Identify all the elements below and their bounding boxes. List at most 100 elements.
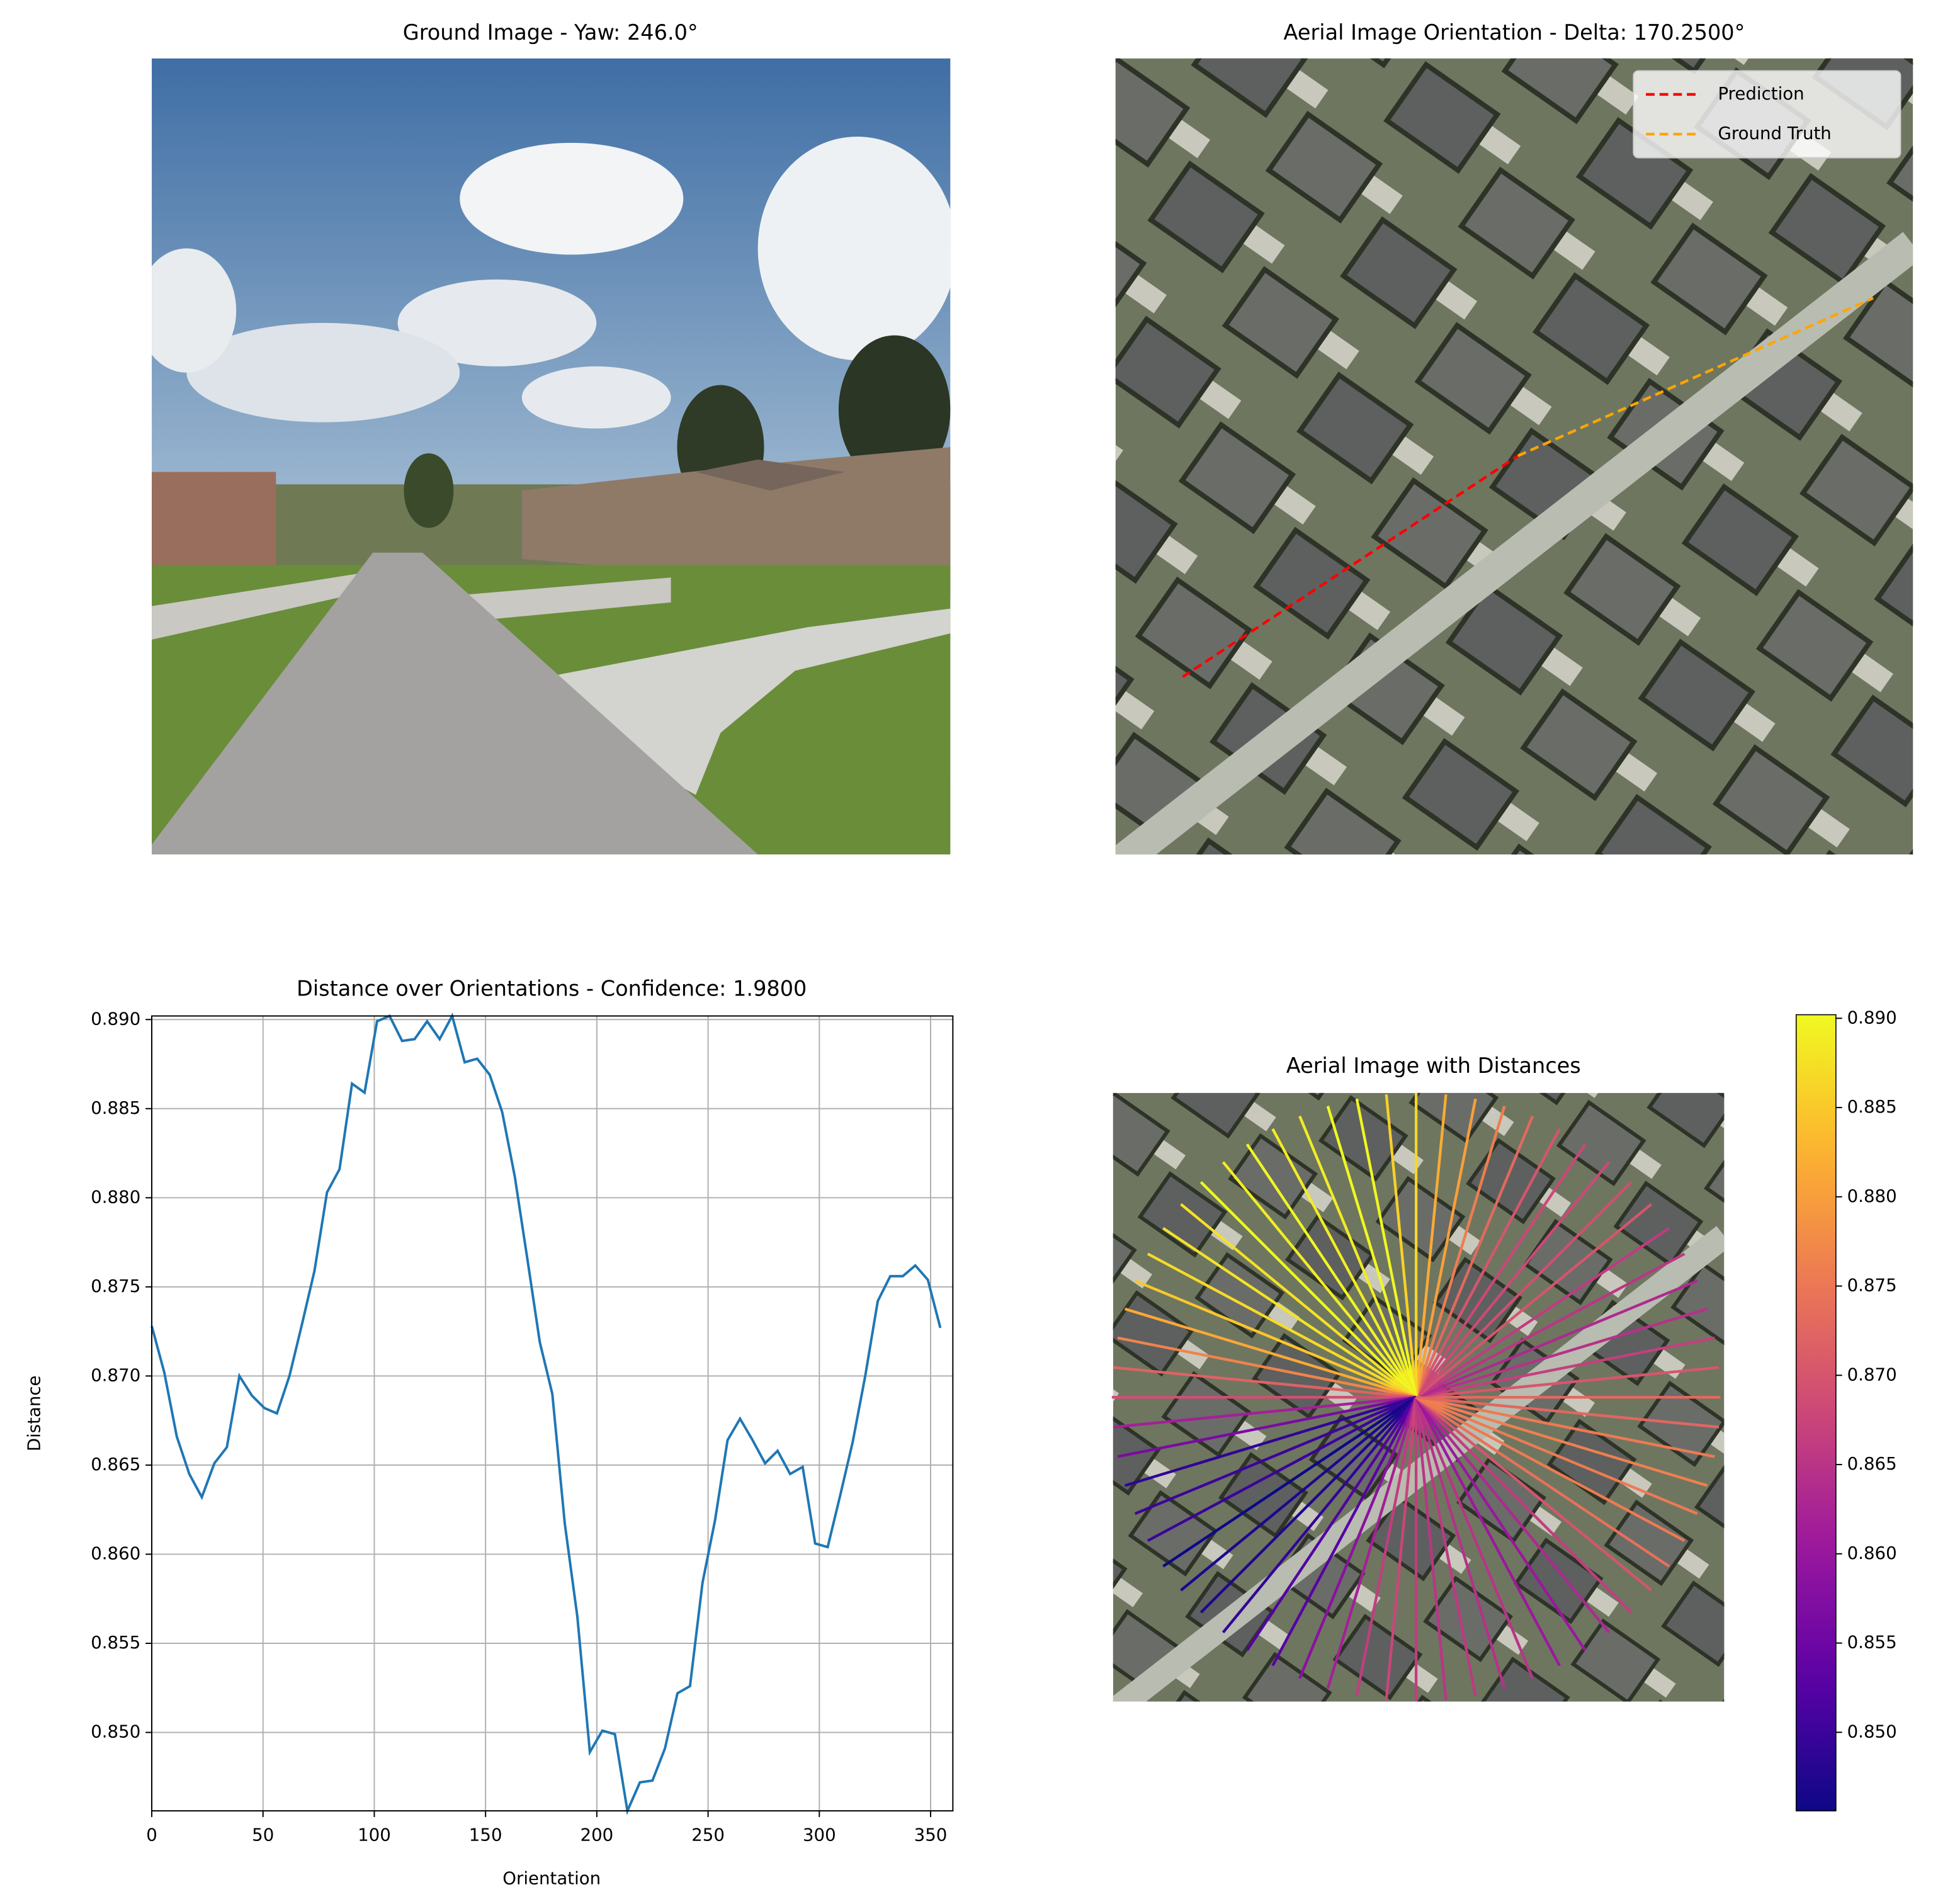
house [1115, 315, 1221, 429]
house [1178, 421, 1296, 535]
driveway [1392, 436, 1434, 475]
distance-ray [1415, 1203, 1653, 1398]
driveway [1243, 225, 1285, 264]
distance-ray [1415, 1227, 1670, 1398]
legend-label: Ground Truth [1718, 123, 1831, 144]
house [1755, 589, 1874, 702]
house [1115, 58, 1191, 168]
distance-ray [1117, 1396, 1417, 1458]
distance-ray [1221, 1396, 1417, 1634]
driveway [1291, 1502, 1324, 1531]
driveway [1115, 691, 1155, 730]
x-tick-label: 150 [469, 1825, 502, 1845]
distance-ray [1415, 1143, 1587, 1398]
orientation-line [1182, 455, 1519, 678]
driveway [1659, 598, 1701, 637]
distance-ray [1271, 1128, 1418, 1398]
house [1874, 539, 1913, 652]
driveway [1231, 641, 1272, 680]
house [1253, 526, 1371, 640]
y-tick-label: 0.860 [91, 1543, 140, 1563]
colorbar-tick-label: 0.865 [1847, 1453, 1897, 1474]
driveway [1244, 1102, 1276, 1131]
house [1886, 123, 1913, 236]
x-tick-label: 350 [914, 1825, 948, 1845]
distance-ray [1355, 1098, 1418, 1398]
distance-ray [1415, 1279, 1698, 1399]
distance-ray [1415, 1397, 1561, 1667]
distance-ray [1415, 1307, 1708, 1399]
distance-ray [1415, 1115, 1534, 1398]
distance-ray [1162, 1227, 1417, 1398]
driveway [1587, 1587, 1619, 1617]
distance-ray [1415, 1396, 1670, 1568]
driveway [1235, 1420, 1267, 1451]
colorbar-tick-label: 0.860 [1847, 1543, 1897, 1563]
house [1830, 694, 1913, 808]
house [1113, 1409, 1161, 1496]
distance-ray [1415, 1366, 1720, 1399]
y-tick-label: 0.880 [91, 1186, 140, 1207]
driveway [1895, 498, 1913, 537]
distance-ray [1415, 1396, 1587, 1652]
y-tick-label: 0.870 [91, 1364, 140, 1385]
orientation-line [1517, 297, 1874, 457]
driveway [1482, 1106, 1514, 1136]
distance-ray [1147, 1252, 1417, 1399]
house [1594, 793, 1712, 855]
distance-ray [1415, 1396, 1698, 1516]
colorbar-tick-label: 0.870 [1847, 1364, 1897, 1385]
driveway [1777, 548, 1819, 587]
driveway [1746, 287, 1788, 326]
house [1638, 638, 1755, 752]
driveway [1677, 1549, 1709, 1579]
driveway [1553, 231, 1595, 270]
x-tick-label: 100 [358, 1825, 391, 1845]
house [1694, 1461, 1725, 1548]
driveway [1541, 647, 1583, 686]
distance-ray [1415, 1128, 1561, 1398]
distance-ray [1271, 1397, 1418, 1667]
house [1284, 788, 1402, 855]
driveway [1305, 747, 1347, 786]
house [1556, 1099, 1646, 1187]
driveway [1629, 1149, 1662, 1179]
orientation-lines [1182, 297, 1874, 678]
distance-ray [1415, 1396, 1633, 1614]
distance-ray [1113, 1366, 1417, 1399]
distance-ray [1245, 1396, 1417, 1652]
distance-ray [1415, 1396, 1653, 1592]
x-tick-label: 250 [691, 1825, 725, 1845]
house [1147, 160, 1265, 273]
driveway [1318, 331, 1359, 370]
distance-ray [1415, 1396, 1686, 1542]
driveway [1711, 1430, 1725, 1460]
house [1532, 272, 1650, 385]
distance-ray [1415, 1252, 1686, 1399]
house [1128, 1490, 1218, 1577]
house [1681, 483, 1799, 596]
colorbar [1795, 1014, 1837, 1811]
house [1135, 576, 1253, 689]
driveway [1125, 275, 1167, 314]
house [1137, 1171, 1228, 1258]
road [1113, 1226, 1725, 1702]
distance-ray [1134, 1279, 1417, 1399]
house [1113, 1209, 1137, 1296]
distance-ray [1414, 1094, 1448, 1398]
driveway [1156, 536, 1198, 574]
colorbar-tick-label: 0.885 [1847, 1096, 1897, 1117]
house [1704, 1142, 1725, 1230]
distance-ray [1415, 1396, 1715, 1458]
distance-ray [1415, 1397, 1534, 1679]
house [1218, 1452, 1308, 1539]
distance-ray [1125, 1396, 1417, 1487]
distance-ray [1134, 1396, 1417, 1516]
house [1768, 173, 1886, 286]
distance-ray [1147, 1396, 1417, 1542]
house [1650, 222, 1768, 336]
x-tick-label: 0 [146, 1825, 157, 1845]
chart-title: Aerial Image Orientation - Delta: 170.25… [1284, 20, 1745, 45]
house [1480, 1657, 1570, 1702]
